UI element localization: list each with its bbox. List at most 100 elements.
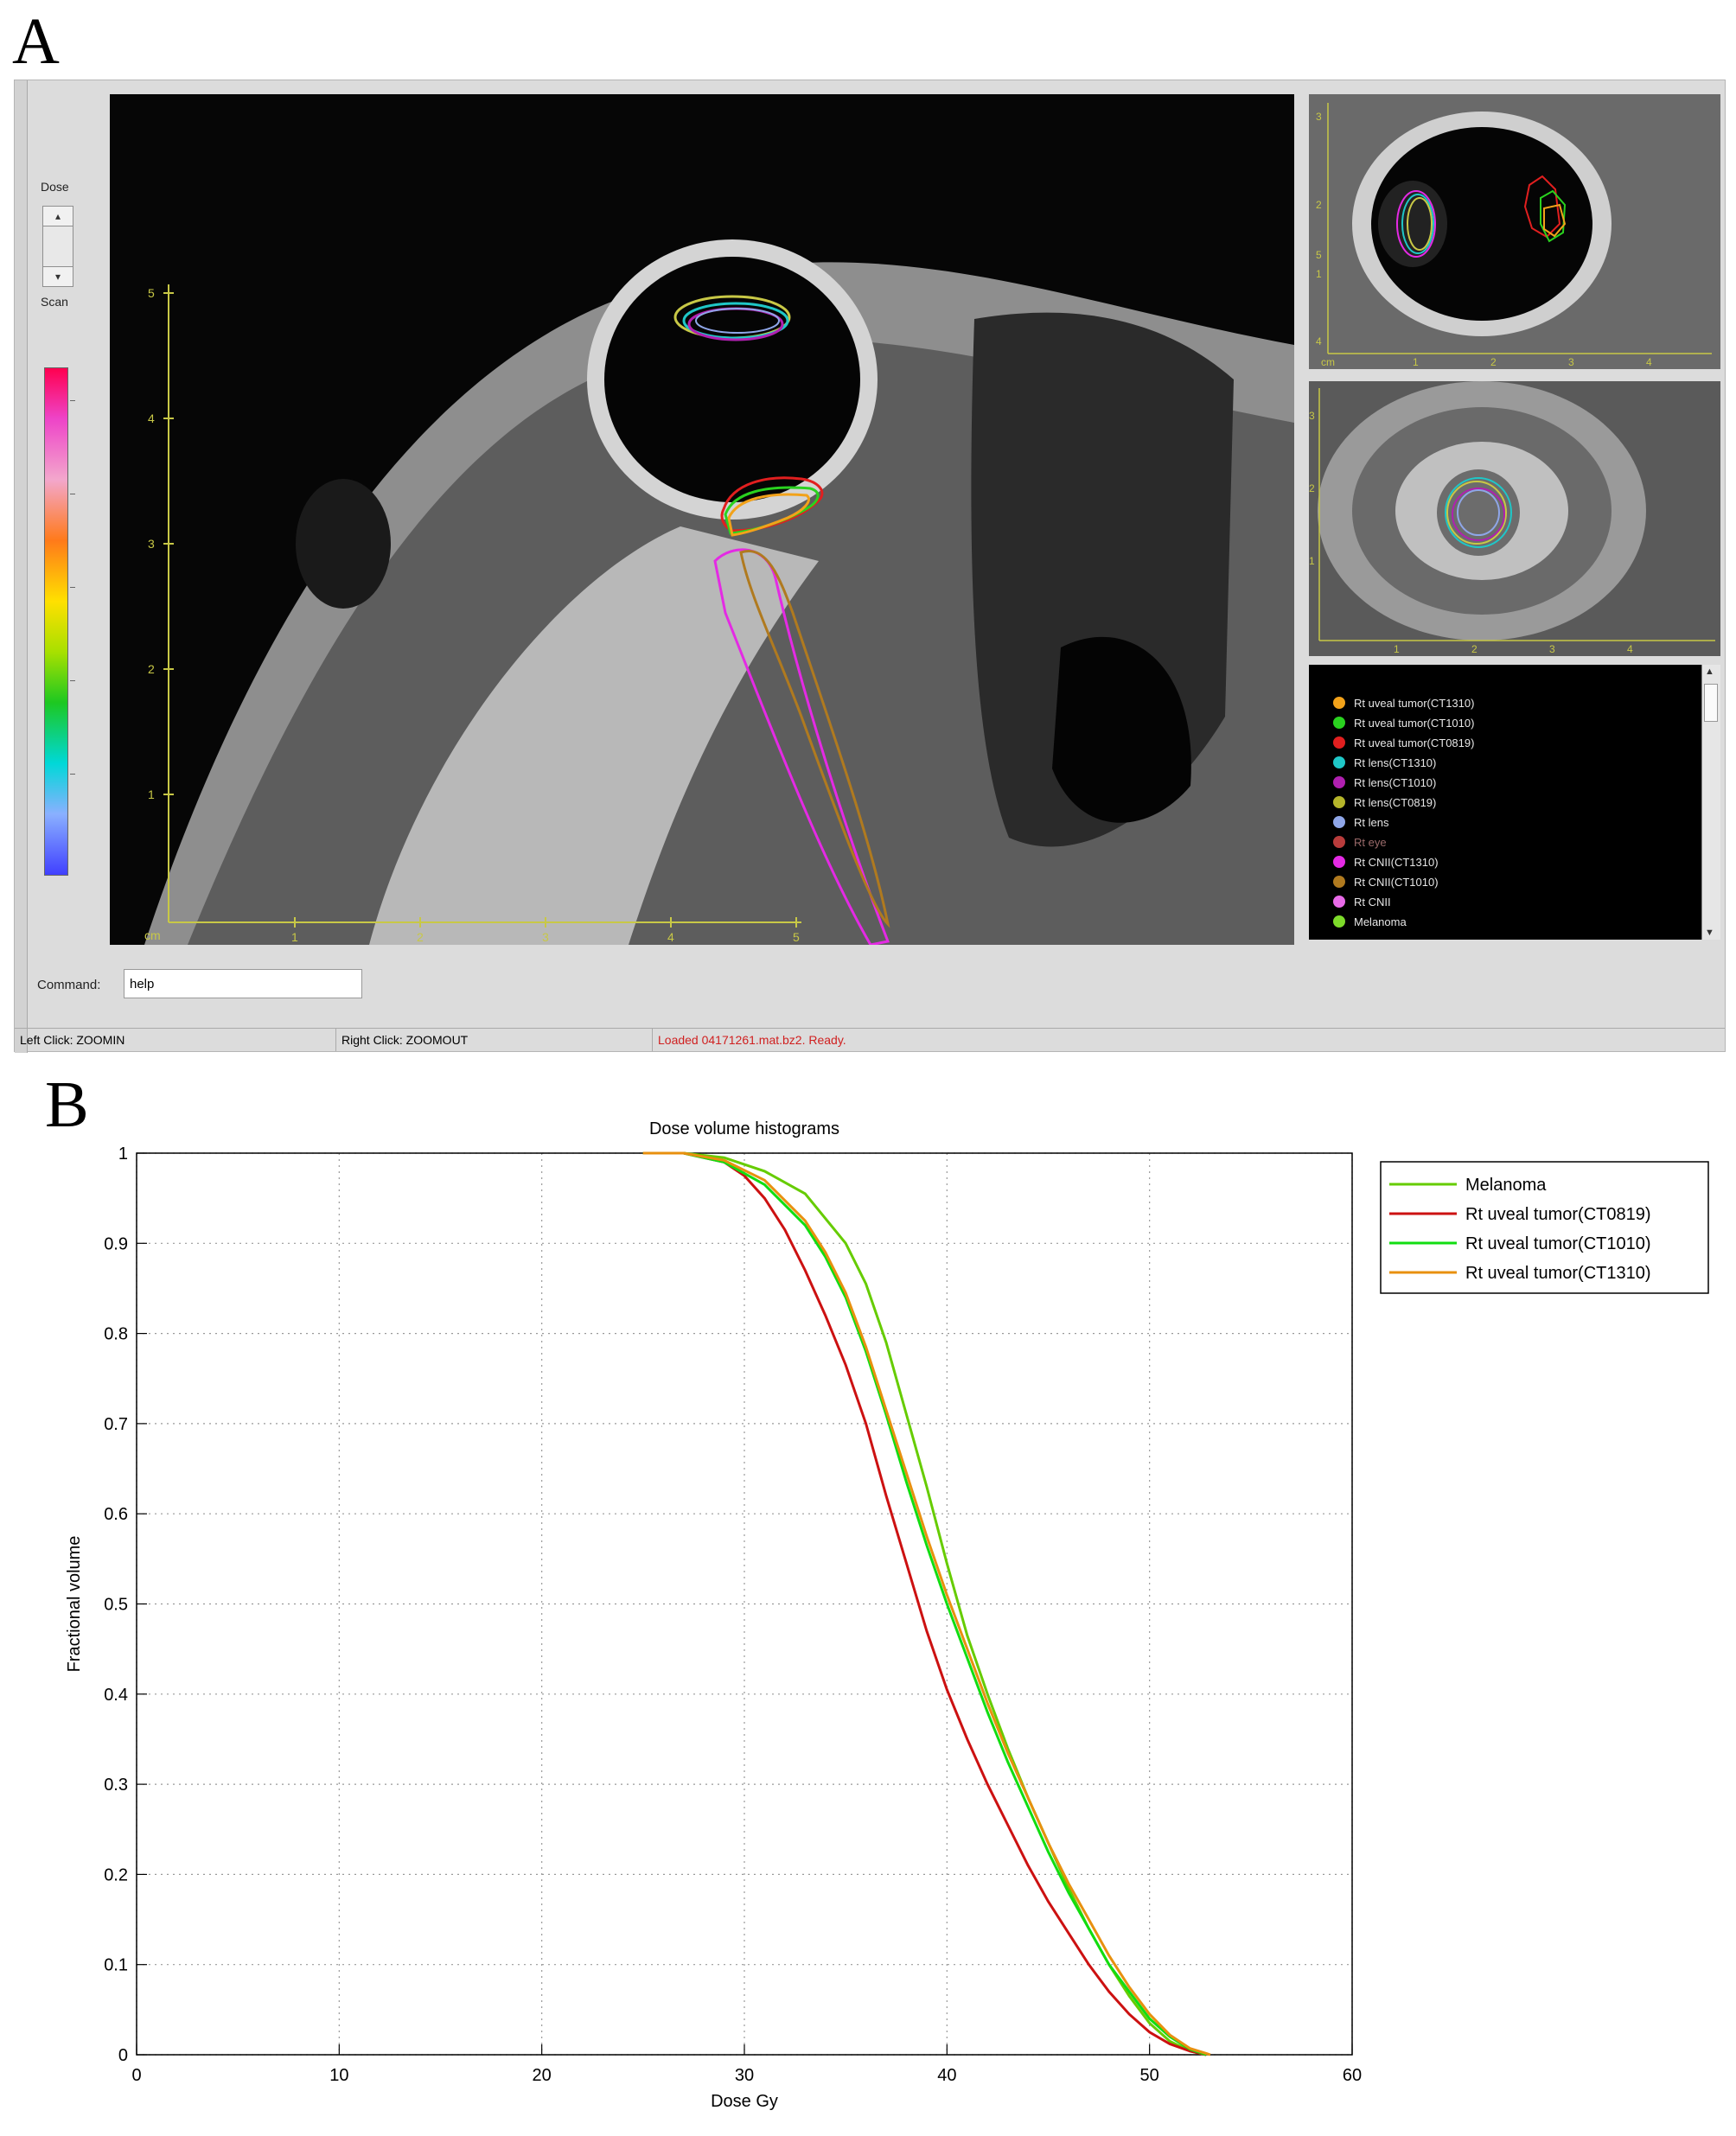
scrollbar-thumb[interactable]	[1704, 684, 1718, 722]
structure-color-swatch	[1333, 717, 1345, 729]
sagittal-y-tick: 3	[1316, 111, 1322, 123]
dose-scroller-label: Dose	[41, 180, 69, 194]
y-tick-label: 0.9	[104, 1234, 128, 1253]
main-x-tick: 2	[417, 930, 424, 944]
structure-item[interactable]: Rt lens(CT1010)	[1333, 774, 1436, 791]
structure-label: Rt CNII(CT1010)	[1354, 875, 1439, 889]
legend-label: Rt uveal tumor(CT0819)	[1465, 1205, 1651, 1224]
structure-color-swatch	[1333, 915, 1345, 928]
chart-grid	[136, 1152, 1353, 2056]
status-bar: Left Click: ZOOMIN Right Click: ZOOMOUT …	[15, 1028, 1725, 1051]
scan-scroller-label: Scan	[41, 295, 68, 309]
dose-scan-slider[interactable]	[42, 226, 73, 267]
coronal-view[interactable]: 1 2 3 1 2 3 4	[1309, 381, 1720, 656]
main-y-tick: 3	[148, 537, 155, 551]
sagittal-y-tick: 5	[1316, 249, 1322, 261]
chart-series	[642, 1151, 1211, 2056]
main-x-tick: 3	[542, 930, 549, 944]
structure-label: Rt lens(CT0819)	[1354, 795, 1437, 809]
structure-item[interactable]: Rt eye	[1333, 833, 1387, 851]
scroll-down-button[interactable]: ▾	[42, 266, 73, 287]
panel-label-b: B	[45, 1068, 89, 1141]
structure-color-swatch	[1333, 856, 1345, 868]
x-tick-label: 40	[937, 2066, 956, 2085]
main-x-tick: 4	[667, 930, 674, 944]
x-tick-label: 0	[131, 2066, 141, 2085]
structure-label: Rt lens	[1354, 815, 1389, 829]
coronal-x-tick: 2	[1471, 643, 1478, 655]
main-x-tick: 5	[793, 930, 800, 944]
structure-item[interactable]: Rt uveal tumor(CT1310)	[1333, 694, 1474, 711]
structure-color-swatch	[1333, 796, 1345, 808]
command-input[interactable]	[124, 969, 362, 998]
structure-color-swatch	[1333, 756, 1345, 768]
series-line	[642, 1151, 1207, 2056]
status-left-click: Left Click: ZOOMIN	[15, 1029, 336, 1051]
main-axis-unit: cm	[144, 928, 161, 942]
structure-label: Rt lens(CT1010)	[1354, 775, 1437, 789]
structure-color-swatch	[1333, 876, 1345, 888]
structure-list-scrollbar[interactable]: ▲ ▼	[1701, 665, 1720, 940]
structure-item[interactable]: Melanoma	[1333, 913, 1407, 930]
sagittal-x-tick: 1	[1413, 356, 1419, 368]
colorbar-tick	[70, 587, 75, 588]
scroll-up-button[interactable]: ▴	[42, 206, 73, 226]
y-tick-label: 0.3	[104, 1776, 128, 1795]
structure-label: Rt uveal tumor(CT1010)	[1354, 716, 1475, 730]
legend-label: Rt uveal tumor(CT1010)	[1465, 1234, 1651, 1253]
x-tick-label: 20	[533, 2066, 552, 2085]
sagittal-y-tick: 4	[1316, 335, 1322, 347]
structure-label: Rt eye	[1354, 835, 1387, 849]
colorbar-tick	[70, 774, 75, 775]
structure-label: Rt uveal tumor(CT0819)	[1354, 736, 1475, 749]
status-right-click: Right Click: ZOOMOUT	[336, 1029, 653, 1051]
sagittal-y-tick: 2	[1316, 199, 1322, 211]
sagittal-x-tick: 2	[1490, 356, 1497, 368]
y-tick-label: 0.1	[104, 1956, 128, 1975]
y-axis-label: Fractional volume	[65, 1536, 84, 1673]
legend-label: Melanoma	[1465, 1176, 1547, 1195]
dvh-chart: Dose volume histograms 0 10 20 30 40 50 60 0 0.1…	[65, 1119, 1709, 2111]
structure-item[interactable]: Rt CNII(CT1010)	[1333, 873, 1439, 890]
scrollbar-up-arrow-icon[interactable]: ▲	[1705, 666, 1714, 677]
series-line	[642, 1151, 1207, 2056]
x-tick-label: 60	[1343, 2066, 1362, 2085]
chart-title: Dose volume histograms	[649, 1119, 839, 1138]
x-tick-label: 10	[329, 2066, 348, 2085]
legend-label: Rt uveal tumor(CT1310)	[1465, 1264, 1651, 1283]
structure-color-swatch	[1333, 896, 1345, 908]
scrollbar-down-arrow-icon[interactable]: ▼	[1705, 928, 1714, 938]
series-line	[642, 1151, 1207, 2056]
chevron-down-icon: ▾	[54, 271, 61, 283]
main-y-tick: 1	[148, 787, 155, 801]
structure-label: Rt lens(CT1310)	[1354, 756, 1437, 769]
structure-item[interactable]: Rt lens(CT1310)	[1333, 754, 1436, 771]
coronal-x-tick: 3	[1549, 643, 1555, 655]
window-left-border	[15, 80, 28, 1053]
structure-label: Rt uveal tumor(CT1310)	[1354, 696, 1475, 710]
structure-color-swatch	[1333, 776, 1345, 788]
x-tick-label: 50	[1140, 2066, 1159, 2085]
sagittal-view[interactable]: 1 2 3 4 5 cm 1 2 3 4	[1309, 94, 1720, 369]
x-axis-label: Dose Gy	[711, 2092, 778, 2111]
structure-label: Rt CNII	[1354, 895, 1391, 909]
structure-item[interactable]: Rt CNII(CT1310)	[1333, 853, 1439, 870]
structure-list[interactable]: Rt uveal tumor(CT1310) Rt uveal tumor(CT…	[1309, 665, 1720, 940]
main-x-tick: 1	[291, 930, 298, 944]
status-message: Loaded 04171261.mat.bz2. Ready.	[658, 1033, 846, 1047]
y-tick-label: 0.6	[104, 1505, 128, 1524]
structure-item[interactable]: Rt lens(CT0819)	[1333, 794, 1436, 811]
planning-viewer-window: Dose ▴ ▾ Scan	[14, 80, 1726, 1053]
coronal-y-tick: 3	[1309, 410, 1315, 422]
structure-item[interactable]: Rt uveal tumor(CT1010)	[1333, 714, 1474, 731]
main-axial-view[interactable]: 1 2 3 4 5 cm 1 2 3 4 5	[110, 94, 1294, 945]
structure-item[interactable]: Rt CNII	[1333, 893, 1391, 910]
structure-label: Melanoma	[1354, 915, 1407, 928]
y-tick-label: 0.4	[104, 1686, 128, 1705]
coronal-y-tick: 1	[1309, 555, 1315, 567]
structure-item[interactable]: Rt uveal tumor(CT0819)	[1333, 734, 1474, 751]
sagittal-y-tick: 1	[1316, 268, 1322, 280]
sagittal-x-tick: 3	[1568, 356, 1574, 368]
sagittal-axis-unit: cm	[1321, 356, 1335, 368]
structure-item[interactable]: Rt lens	[1333, 813, 1388, 831]
